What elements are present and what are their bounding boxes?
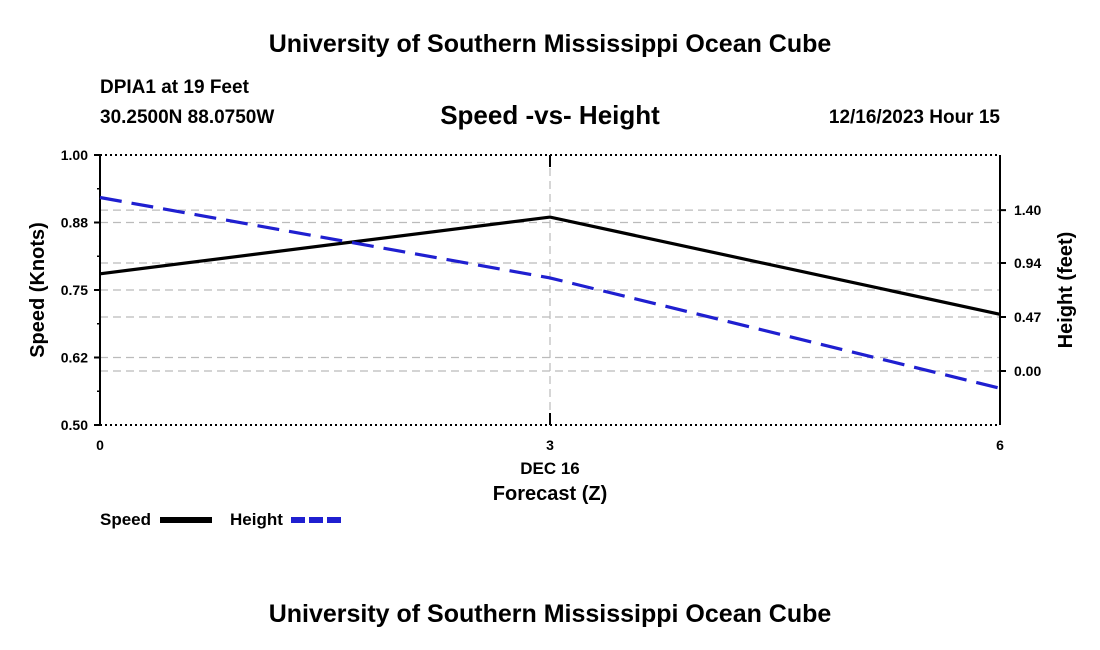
- y-right-tick-label-2: 0.94: [1014, 255, 1041, 271]
- top-title: University of Southern Mississippi Ocean…: [268, 30, 832, 58]
- x-tick-label-2: 6: [996, 437, 1004, 453]
- forecast-datetime: 12/16/2023 Hour 15: [828, 107, 1000, 128]
- x-axis-label: Forecast (Z): [493, 483, 607, 505]
- y-axis-label-left: Speed (Knots): [27, 222, 49, 358]
- station-coords: 30.2500N 88.0750W: [100, 107, 275, 128]
- bottom-title: University of Southern Mississippi Ocean…: [268, 600, 832, 628]
- x-tick-label-1: 3: [546, 437, 554, 453]
- y-left-tick-label-1: 0.62: [61, 350, 88, 366]
- legend-speed-swatch: [160, 517, 212, 523]
- speed-height-chart: 0.50 0.62 0.75 0.88 1.00 0.00 0.47 0.94 1.40 0 3 6 D…: [27, 147, 1077, 505]
- legend-height-swatch: [291, 517, 343, 523]
- y-left-tick-label-3: 0.88: [61, 215, 88, 231]
- y-right-tick-label-3: 1.40: [1014, 202, 1041, 218]
- x-tick-label-0: 0: [96, 437, 104, 453]
- x-date-label: DEC 16: [520, 459, 580, 478]
- station-label: DPIA1 at 19 Feet: [100, 77, 249, 98]
- chart-title: Speed -vs- Height: [440, 100, 660, 130]
- y-right-tick-label-1: 0.47: [1014, 309, 1041, 325]
- y-left-tick-label-2: 0.75: [61, 282, 88, 298]
- legend-height-label: Height: [230, 510, 283, 529]
- y-left-tick-label-0: 0.50: [61, 417, 88, 433]
- y-right-tick-label-0: 0.00: [1014, 363, 1041, 379]
- y-left-tick-label-4: 1.00: [61, 147, 88, 163]
- y-axis-label-right: Height (feet): [1055, 232, 1077, 349]
- legend-speed-label: Speed: [100, 510, 152, 529]
